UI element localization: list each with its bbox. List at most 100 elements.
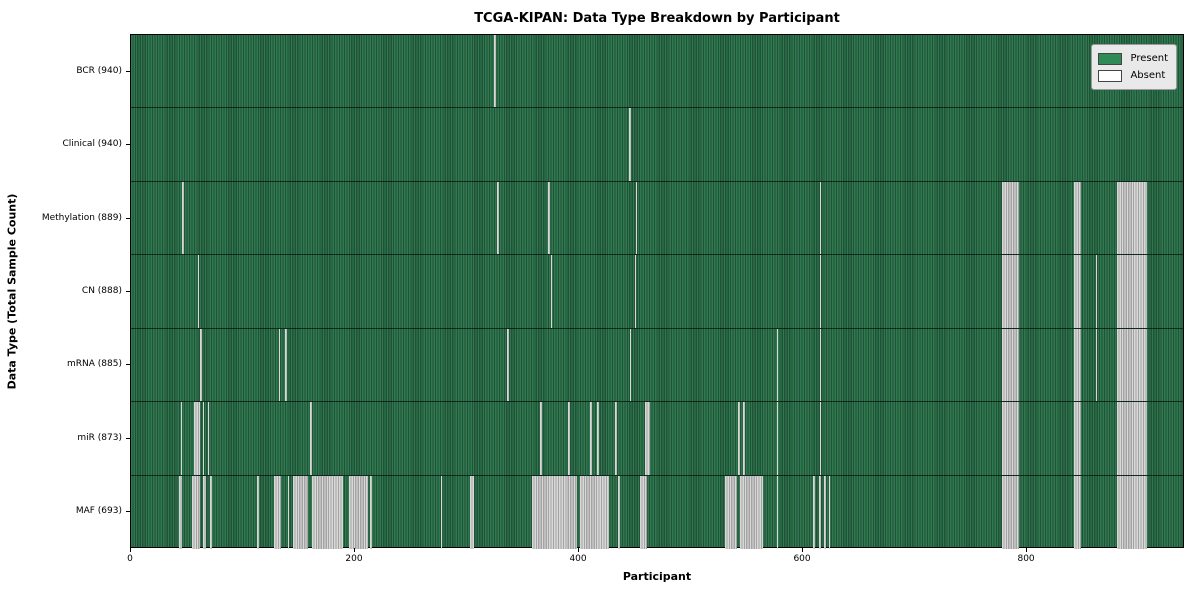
row-mir	[131, 402, 1183, 476]
absent-stripe	[507, 328, 509, 402]
row-bcr	[131, 35, 1183, 109]
absent-stripe	[285, 328, 287, 402]
absent-stripe	[618, 475, 621, 549]
absent-stripe	[1117, 475, 1148, 549]
ytick-label-mir: miR (873)	[77, 432, 122, 443]
legend-swatch-absent	[1098, 69, 1123, 82]
absent-stripe	[1074, 255, 1082, 328]
xtick-label-200: 200	[345, 554, 363, 564]
absent-stripe	[818, 475, 821, 549]
xtick-mark	[802, 548, 804, 552]
absent-stripe	[210, 475, 213, 549]
absent-stripe	[494, 35, 496, 108]
ytick-label-bcr: BCR (940)	[76, 65, 122, 76]
legend: Present Absent	[1091, 44, 1177, 90]
absent-stripe	[207, 402, 210, 475]
absent-stripe	[1074, 475, 1082, 549]
ytick-mark	[126, 291, 130, 292]
absent-stripe	[192, 475, 201, 549]
absent-stripe	[738, 402, 741, 475]
absent-stripe	[202, 402, 205, 475]
absent-stripe	[182, 181, 185, 255]
y-axis-title: Data Type (Total Sample Count)	[5, 193, 19, 390]
absent-stripe	[1117, 402, 1148, 475]
absent-stripe	[547, 181, 550, 255]
ytick-label-clinical: Clinical (940)	[62, 139, 122, 150]
row-methylation	[131, 181, 1183, 256]
ytick-mark	[126, 70, 130, 72]
absent-stripe	[597, 402, 599, 475]
absent-stripe	[742, 402, 745, 475]
absent-stripe	[1117, 181, 1148, 255]
legend-entries: Present Absent	[1098, 50, 1168, 84]
absent-stripe	[550, 255, 553, 328]
absent-stripe	[568, 402, 570, 475]
absent-stripe	[197, 255, 200, 328]
absent-stripe	[1002, 255, 1020, 328]
absent-stripe	[819, 255, 822, 328]
absent-stripe	[644, 402, 651, 475]
absent-stripe	[1002, 402, 1020, 475]
xtick-mark	[1026, 548, 1028, 552]
absent-stripe	[589, 402, 592, 475]
absent-stripe	[310, 402, 313, 475]
absent-stripe	[819, 328, 822, 402]
absent-stripe	[635, 181, 638, 255]
ytick-label-methylation: Methylation (889)	[41, 212, 122, 223]
absent-stripe	[497, 181, 499, 255]
x-axis-title: Participant	[622, 570, 692, 583]
ytick-mark	[126, 217, 130, 219]
ytick-mark	[126, 364, 130, 366]
absent-stripe	[469, 475, 475, 549]
xtick-label-800: 800	[1017, 554, 1035, 564]
plot-area: Present Absent	[130, 34, 1184, 549]
absent-stripe	[540, 402, 542, 475]
ytick-mark	[126, 437, 130, 439]
absent-stripe	[639, 475, 648, 549]
xtick-mark	[130, 548, 131, 552]
absent-stripe	[776, 328, 779, 402]
absent-stripe	[629, 328, 632, 402]
legend-label: Present	[1130, 53, 1168, 64]
ytick-mark	[126, 511, 130, 513]
absent-stripe	[532, 475, 578, 549]
row-maf	[131, 475, 1183, 549]
absent-stripe	[1117, 255, 1148, 328]
row-mrna	[131, 328, 1183, 403]
ytick-label-cn: CN (888)	[81, 286, 122, 296]
absent-stripe	[202, 475, 206, 549]
ytick-label-maf: MAF (693)	[75, 506, 122, 517]
absent-stripe	[740, 475, 763, 549]
absent-stripe	[278, 328, 281, 402]
absent-stripe	[1117, 328, 1148, 402]
absent-stripe	[776, 475, 779, 549]
row-clinical	[131, 108, 1183, 182]
absent-stripe	[200, 328, 202, 402]
legend-entry-absent: Absent	[1098, 67, 1168, 84]
legend-label: Absent	[1130, 70, 1166, 81]
absent-stripe	[819, 181, 822, 255]
absent-stripe	[824, 475, 827, 549]
absent-stripe	[634, 255, 637, 328]
absent-stripe	[257, 475, 259, 549]
absent-stripe	[179, 475, 183, 549]
xtick-label-600: 600	[793, 554, 811, 564]
absent-stripe	[629, 108, 631, 181]
absent-stripe	[312, 475, 344, 549]
absent-stripe	[615, 402, 617, 475]
absent-stripe	[1002, 475, 1020, 549]
chart-title: TCGA-KIPAN: Data Type Breakdown by Parti…	[474, 11, 840, 26]
absent-stripe	[293, 475, 308, 549]
absent-stripe	[1095, 255, 1098, 328]
absent-stripe	[274, 475, 281, 549]
absent-stripe	[1002, 181, 1020, 255]
legend-swatch-present	[1098, 52, 1123, 65]
row-cn	[131, 255, 1183, 329]
xtick-label-0: 0	[127, 554, 133, 564]
absent-stripe	[776, 402, 779, 475]
xtick-mark	[354, 548, 356, 552]
absent-stripe	[193, 402, 201, 475]
absent-stripe	[180, 402, 183, 475]
absent-stripe	[1002, 328, 1020, 402]
